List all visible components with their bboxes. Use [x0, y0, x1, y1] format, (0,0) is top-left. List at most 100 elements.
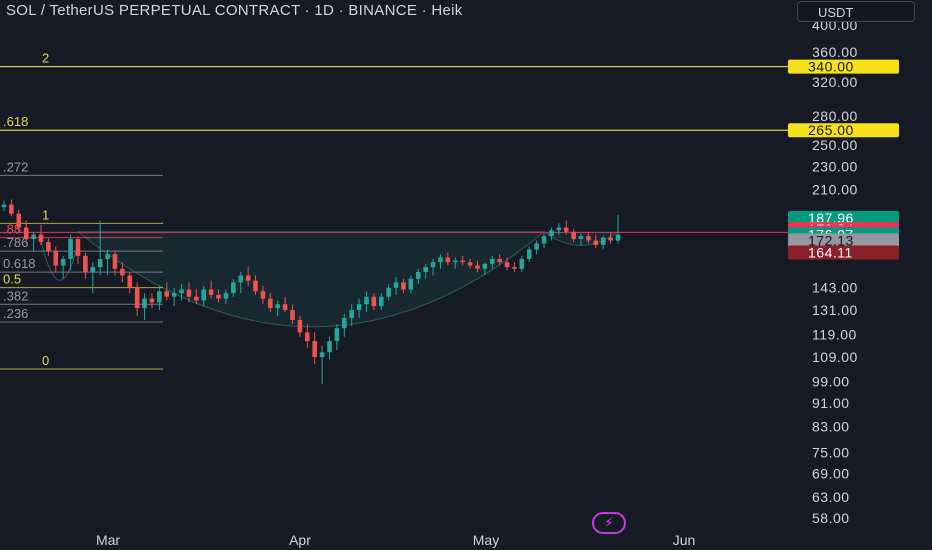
- candle-body-82: [608, 237, 613, 241]
- currency-button[interactable]: USDT: [797, 1, 915, 22]
- y-tick-10: 109.00: [812, 349, 858, 365]
- candle-body-43: [319, 352, 325, 357]
- candle-body-51: [378, 296, 384, 307]
- cup-shape: [76, 231, 546, 328]
- fib-label-2: .272: [3, 159, 28, 174]
- candle-body-0: [1, 204, 7, 208]
- candle-body-60: [445, 257, 451, 263]
- candle-body-58: [430, 262, 436, 268]
- fib-label-0: 2: [42, 51, 49, 66]
- candle-body-16: [120, 268, 125, 276]
- candle-body-52: [386, 287, 391, 297]
- fib-label-6: 0.618: [3, 256, 36, 271]
- candle-body-57: [423, 267, 428, 273]
- candle-body-42: [312, 341, 317, 357]
- candle-body-7: [53, 251, 59, 266]
- candle-body-6: [46, 242, 51, 252]
- y-tick-6: 210.00: [812, 182, 858, 198]
- candle-body-15: [112, 254, 118, 269]
- x-tick-1: Apr: [289, 532, 311, 548]
- x-tick-2: May: [473, 532, 499, 548]
- fib-label-8: .382: [3, 288, 28, 303]
- candle-body-27: [201, 289, 207, 301]
- y-tick-9: 119.00: [812, 327, 857, 343]
- price-tag-bg-6: [788, 233, 899, 248]
- y-tick-14: 75.00: [812, 444, 850, 460]
- y-tick-2: 320.00: [812, 74, 858, 90]
- candle-body-49: [364, 296, 369, 305]
- candle-body-76: [563, 227, 569, 232]
- candle-body-81: [600, 237, 606, 246]
- candle-body-8: [60, 258, 66, 266]
- candle-body-74: [549, 230, 554, 237]
- price-tag-text-7-0: 164.11: [808, 245, 853, 261]
- candle-body-36: [268, 298, 273, 309]
- candle-body-46: [341, 317, 347, 329]
- candle-body-32: [238, 275, 244, 283]
- candle-body-61: [452, 260, 458, 263]
- y-tick-5: 230.00: [812, 158, 858, 174]
- candle-body-11: [83, 255, 88, 273]
- candle-body-72: [534, 243, 539, 250]
- candle-body-28: [208, 289, 214, 295]
- candle-body-30: [223, 293, 229, 299]
- price-tag-bg-7: [788, 245, 899, 260]
- candle-body-40: [297, 319, 303, 333]
- candle-body-33: [245, 275, 251, 281]
- y-tick-13: 83.00: [812, 419, 850, 435]
- candle-body-80: [593, 240, 599, 246]
- candle-body-77: [571, 231, 576, 240]
- price-tag-bg-0: [788, 59, 899, 74]
- y-tick-7: 143.00: [812, 280, 858, 296]
- candle-body-41: [305, 332, 310, 342]
- price-tag-bg-2: [788, 210, 899, 225]
- candle-body-64: [475, 265, 480, 269]
- candle-body-10: [75, 239, 81, 256]
- price-tag-bg-1: [788, 123, 899, 138]
- price-axis[interactable]: 400.00360.00320.00280.00250.00230.00210.…: [812, 17, 858, 526]
- candle-body-34: [253, 280, 258, 292]
- y-tick-8: 131.00: [812, 302, 858, 318]
- bolt-icon[interactable]: ⚡: [592, 512, 626, 534]
- candle-body-9: [68, 239, 73, 259]
- candle-body-53: [393, 282, 399, 288]
- y-tick-17: 58.00: [812, 510, 850, 526]
- candle-body-47: [349, 310, 354, 318]
- candle-body-56: [415, 272, 421, 279]
- candle-body-5: [38, 234, 44, 243]
- price-tags: 340.00265.00187.96179.84177.55176.0711:4…: [788, 59, 899, 261]
- candle-body-50: [371, 296, 377, 307]
- candle-body-78: [578, 236, 584, 240]
- candle-body-70: [519, 258, 525, 269]
- candle-body-54: [401, 282, 406, 290]
- time-axis[interactable]: Mar Apr May Jun: [96, 532, 695, 548]
- candle-body-62: [460, 260, 465, 263]
- candle-body-73: [541, 236, 547, 244]
- fib-label-1: .618: [3, 114, 28, 129]
- candle-body-59: [438, 257, 443, 263]
- candle-body-14: [105, 254, 110, 259]
- candle-body-37: [275, 304, 281, 309]
- candle-body-66: [489, 258, 495, 264]
- candle-body-18: [134, 287, 140, 309]
- candle-body-22: [164, 291, 170, 297]
- candle-body-13: [97, 258, 103, 268]
- candle-body-44: [327, 341, 332, 353]
- fib-label-7: 0.5: [3, 272, 21, 287]
- candle-body-75: [556, 227, 562, 231]
- candle-body-31: [231, 282, 236, 294]
- candle-body-25: [186, 289, 192, 297]
- candle-body-12: [90, 267, 96, 273]
- y-tick-15: 69.00: [812, 466, 850, 482]
- cup-and-handle-pattern: [39, 231, 619, 328]
- candle-body-71: [526, 249, 532, 259]
- candle-body-24: [179, 289, 184, 294]
- y-tick-3: 280.00: [812, 108, 858, 124]
- y-tick-16: 63.00: [812, 489, 850, 505]
- candle-body-79: [586, 236, 591, 241]
- x-tick-0: Mar: [96, 532, 120, 548]
- price-tag-text-1-0: 265.00: [808, 122, 854, 138]
- fib-label-5: .786: [3, 235, 28, 250]
